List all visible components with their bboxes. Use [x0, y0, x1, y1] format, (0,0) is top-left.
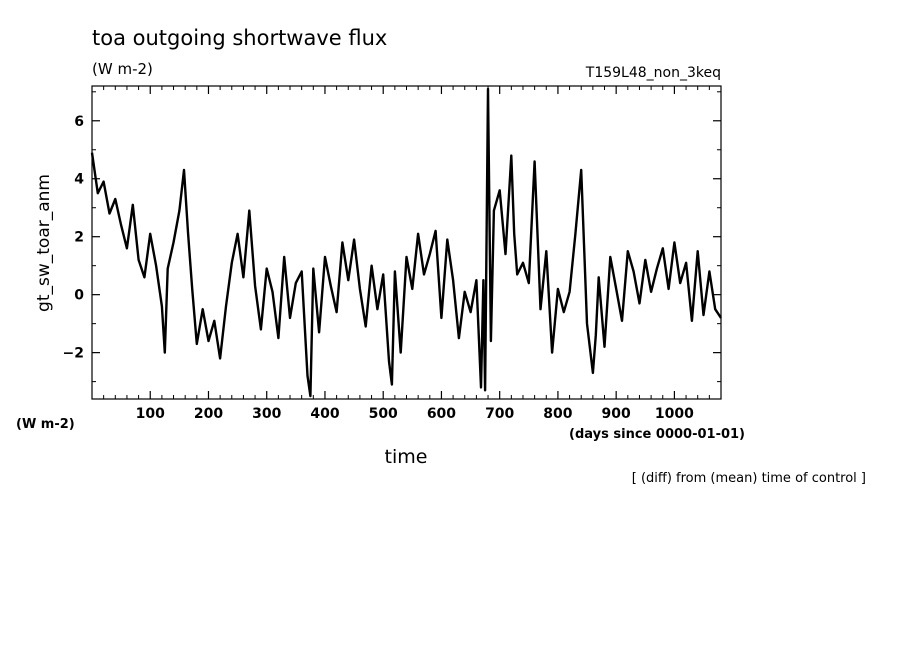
diff-note: [ (diff) from (mean) time of control ]	[632, 471, 866, 486]
chart-title: toa outgoing shortwave flux	[92, 26, 387, 50]
experiment-label: T159L48_non_3keq	[585, 65, 721, 81]
y-tick-label: 6	[74, 114, 84, 130]
x-tick-label: 200	[194, 406, 223, 422]
y-tick-label: 2	[74, 230, 84, 246]
y-tick-label: −2	[63, 346, 84, 362]
y-axis-label: gt_sw_toar_anm	[34, 174, 54, 312]
x-tick-label: 900	[602, 406, 631, 422]
x-units-label: (days since 0000-01-01)	[569, 427, 745, 442]
x-tick-label: 300	[252, 406, 281, 422]
x-tick-label: 600	[427, 406, 456, 422]
y-tick-label: 0	[74, 288, 84, 304]
series-line	[90, 87, 722, 398]
x-tick-label: 800	[543, 406, 572, 422]
x-tick-label: 1000	[655, 406, 694, 422]
y-units-label: (W m-2)	[16, 417, 75, 432]
x-axis-label: time	[385, 446, 428, 468]
x-tick-label: 400	[310, 406, 339, 422]
x-tick-label: 500	[369, 406, 398, 422]
y-tick-label: 4	[74, 172, 84, 188]
x-tick-label: 100	[136, 406, 165, 422]
plot-frame	[91, 85, 722, 400]
chart-subtitle: (W m-2)	[92, 60, 153, 78]
x-tick-label: 700	[485, 406, 514, 422]
